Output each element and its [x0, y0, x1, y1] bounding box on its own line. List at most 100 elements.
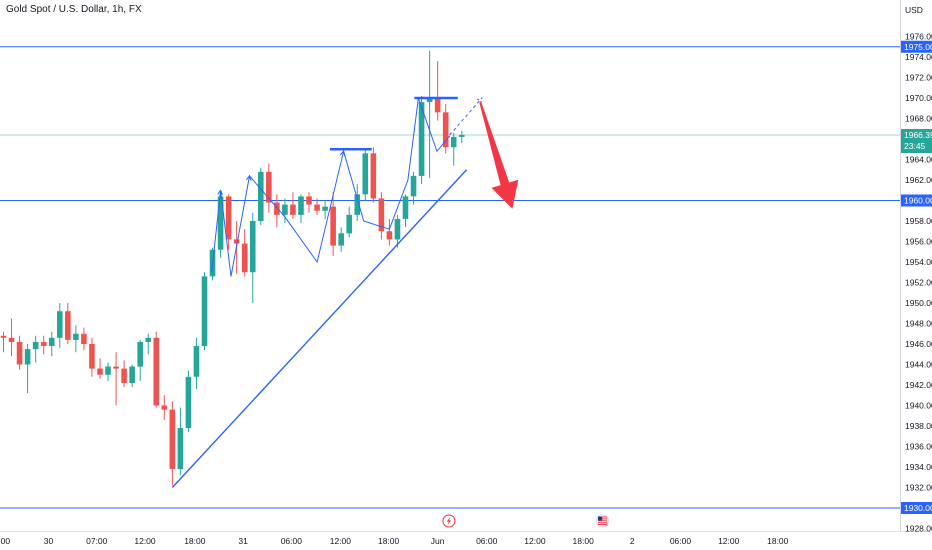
last-price-badge-value: 1966.39: [904, 130, 932, 140]
candle-body: [169, 409, 176, 470]
time-tick-label: 18:00: [767, 536, 789, 546]
time-tick-label: 30: [44, 536, 54, 546]
price-tick-label: 1940.00: [905, 401, 932, 411]
time-tick-label: 18:00: [573, 536, 595, 546]
price-tick-label: 1972.00: [905, 73, 932, 83]
time-tick-label: 12:00: [330, 536, 352, 546]
time-tick-label: 06:00: [281, 536, 303, 546]
flag-stripe: [597, 520, 607, 522]
lightning-glyph: [446, 517, 452, 525]
price-tick-label: 1948.00: [905, 319, 932, 329]
time-tick-label: 12:00: [718, 536, 740, 546]
candle-body: [153, 337, 160, 406]
candle-body: [233, 239, 240, 244]
price-tick-label: 1956.00: [905, 237, 932, 247]
time-tick-label: 07:00: [86, 536, 108, 546]
last-price-countdown: 23:45: [904, 141, 926, 151]
price-tick-label: 1952.00: [905, 278, 932, 288]
candle-body: [40, 341, 47, 347]
last-price-badge: [901, 129, 932, 154]
time-tick-label: 18:00: [0, 536, 10, 546]
price-tick-label: 1942.00: [905, 380, 932, 390]
candle-body: [177, 428, 184, 470]
candle-body: [56, 311, 63, 338]
time-tick-label: 12:00: [524, 536, 546, 546]
candle-body: [418, 102, 425, 176]
candle-body: [185, 376, 192, 429]
candle-body: [394, 218, 401, 240]
price-tick-label: 1944.00: [905, 360, 932, 370]
pattern-arrowhead: [339, 150, 346, 157]
pattern-arrowhead: [245, 174, 252, 181]
price-axis[interactable]: USD 1976.00 1974.00 1972.00 1970.00 1968.00 1…: [905, 5, 932, 534]
price-tick-label: 1958.00: [905, 216, 932, 226]
candle-body: [89, 344, 95, 369]
candle-body: [410, 175, 417, 197]
candle-body: [48, 337, 55, 347]
drawings: [171, 96, 519, 488]
price-tick-label: 1962.00: [905, 175, 932, 185]
time-axis[interactable]: 18:00 30 07:00 12:00 18:00 31 06:00 12:00 18:00 J…: [0, 536, 789, 546]
flag-stripe: [597, 516, 607, 518]
candle-body: [386, 231, 393, 240]
level-price-badge: [901, 194, 932, 207]
level-price-badge-text: 1930.00: [904, 503, 932, 513]
price-tick-label: 1974.00: [905, 52, 932, 62]
candle-body: [161, 405, 168, 410]
time-tick-label: 31: [238, 536, 248, 546]
flag-stripe: [597, 522, 607, 524]
currency-label: USD: [905, 5, 923, 15]
horizontal-levels: [0, 46, 900, 509]
candle-body: [8, 337, 15, 342]
candle-body: [282, 204, 288, 215]
candle-body: [193, 346, 200, 377]
candle-body: [129, 366, 135, 383]
candle-body: [458, 135, 465, 137]
candle-body: [105, 366, 111, 375]
candle-body: [241, 243, 248, 273]
candle-body: [370, 153, 377, 199]
projection-dashed-line[interactable]: [449, 97, 483, 136]
time-tick-label: 06:00: [670, 536, 692, 546]
candle-body: [24, 349, 31, 365]
candle-body: [65, 311, 71, 340]
candle-body: [298, 196, 304, 215]
price-tick-label: 1964.00: [905, 155, 932, 165]
candle-body: [113, 366, 119, 369]
candle-body: [378, 198, 385, 232]
pattern-arrowhead: [217, 189, 223, 196]
down-arrow[interactable]: [479, 101, 519, 209]
candle-body: [0, 335, 7, 338]
candle-body: [257, 171, 264, 221]
rising-trendline[interactable]: [171, 169, 468, 488]
candle-body: [145, 337, 152, 342]
candle-body: [73, 333, 79, 340]
candle-body: [274, 202, 280, 215]
candle-body: [354, 194, 361, 215]
candle-body: [97, 368, 103, 375]
price-tick-label: 1970.00: [905, 93, 932, 103]
candle-body: [201, 276, 208, 347]
symbol-title: Gold Spot / U.S. Dollar, 1h, FX: [6, 4, 142, 15]
candle-body: [330, 206, 336, 246]
candle-body: [434, 98, 441, 113]
time-tick-label: 2: [630, 536, 635, 546]
level-price-badge-text: 1960.00: [904, 196, 932, 206]
candle-body: [426, 98, 433, 103]
candle-body: [442, 112, 449, 148]
candle-body: [362, 153, 369, 195]
level-price-badge-text: 1975.00: [904, 42, 932, 52]
candle-body: [32, 341, 39, 350]
candle-body: [402, 196, 409, 219]
time-tick-label: 12:00: [134, 536, 156, 546]
level-price-badge: [901, 40, 932, 53]
time-tick-label: 18:00: [184, 536, 206, 546]
price-tick-label: 1950.00: [905, 298, 932, 308]
candle-body: [121, 368, 127, 383]
candle-body: [137, 341, 143, 367]
price-tick-label: 1954.00: [905, 257, 932, 267]
candle-body: [346, 214, 353, 234]
